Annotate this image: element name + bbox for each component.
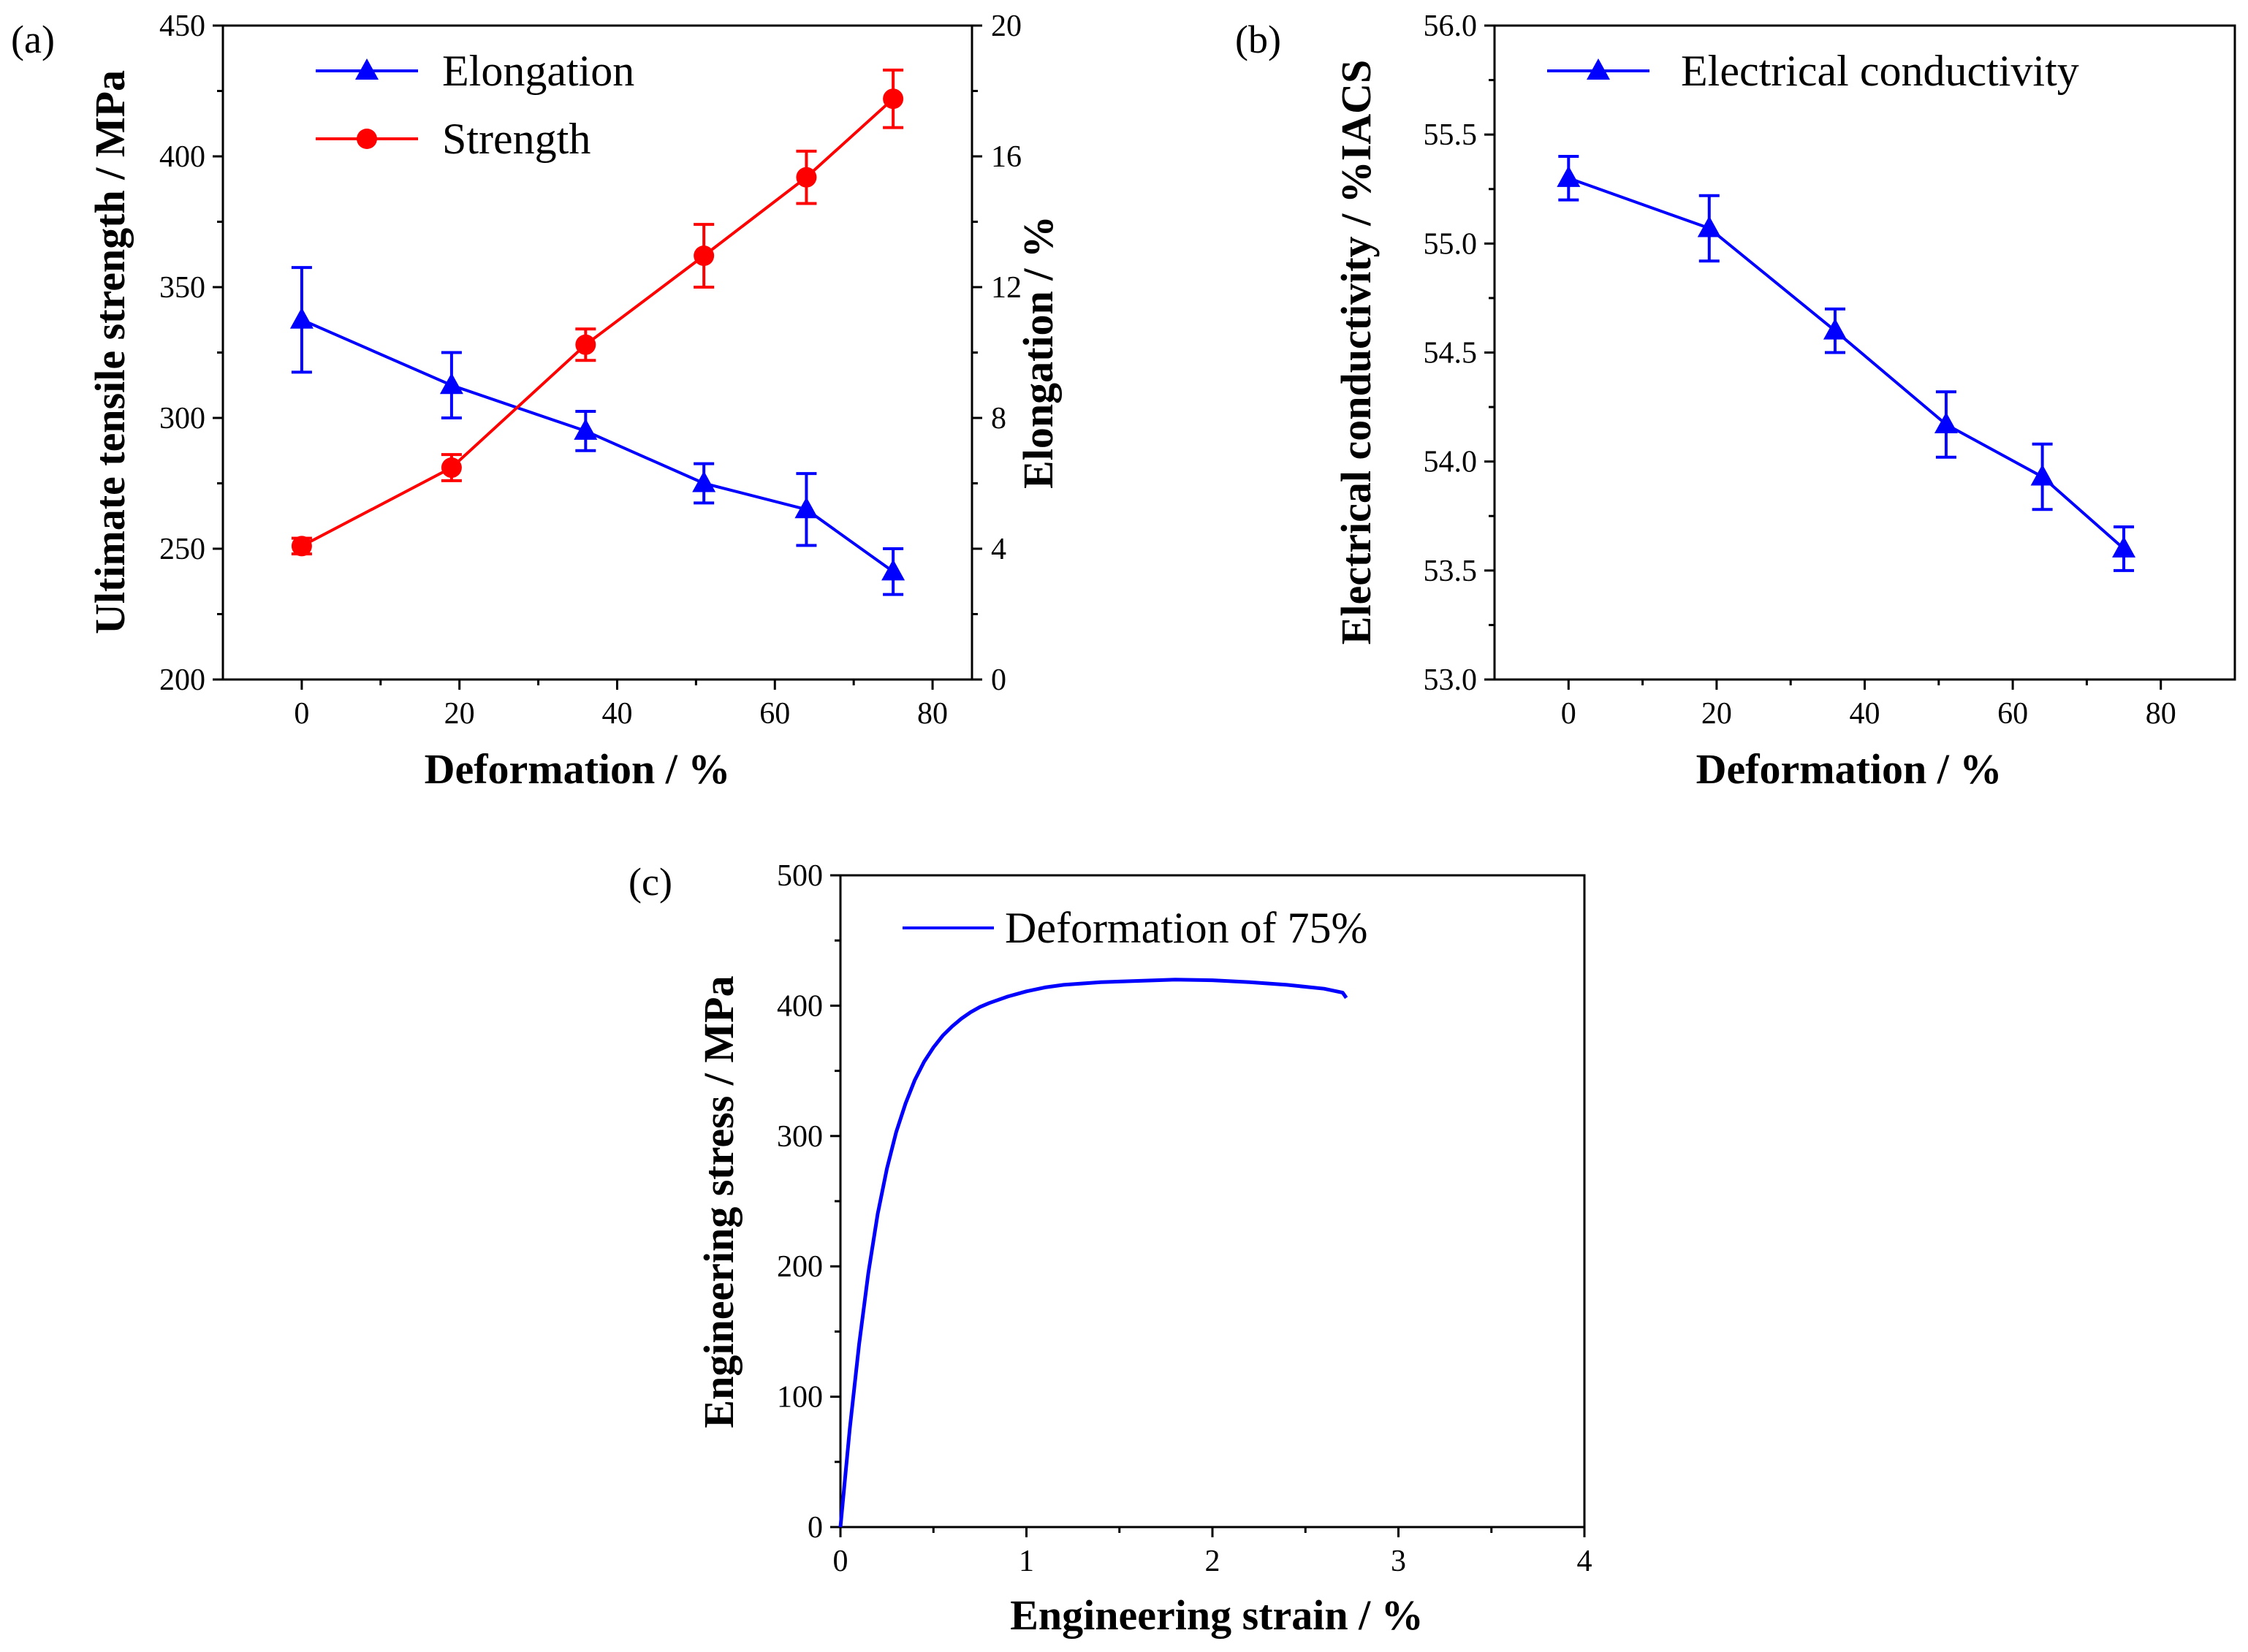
chart1-legend-marker <box>355 58 379 80</box>
chart2-xtick-label: 20 <box>1701 697 1732 731</box>
chart3-xtick-label: 3 <box>1391 1545 1406 1578</box>
chart1-y2tick-label: 8 <box>991 402 1006 435</box>
chart1-y2tick-label: 0 <box>991 663 1006 697</box>
chart2-legend-marker <box>1587 58 1610 80</box>
chart2-ytick-label: 55.5 <box>1424 118 1478 152</box>
chart3-xtick-label: 4 <box>1577 1545 1592 1578</box>
chart1-xlabel: Deformation / % <box>425 745 731 793</box>
chart3-ytick-label: 200 <box>777 1250 823 1284</box>
chart3-ylabel: Engineering stress / MPa <box>695 975 743 1428</box>
chart1-legend-marker <box>357 129 377 149</box>
chart1-series-strength-point <box>441 457 462 479</box>
chart3-ytick-label: 100 <box>777 1381 823 1415</box>
chart2-panel-label: (b) <box>1235 18 1281 61</box>
chart1-y2tick-label: 20 <box>991 9 1022 43</box>
chart2-xtick-label: 0 <box>1561 697 1576 731</box>
chart2-xtick-label: 80 <box>2146 697 2176 731</box>
chart3-xlabel: Engineering strain / % <box>1010 1591 1424 1639</box>
chart1-ytick-label: 450 <box>159 9 205 43</box>
chart2-series-electrical-conductivity-point <box>1697 216 1721 237</box>
chart3-ytick-label: 300 <box>777 1120 823 1154</box>
chart2-ylabel: Electrical conductivity / %IACS <box>1332 60 1380 645</box>
chart1-y2tick-label: 16 <box>991 140 1022 174</box>
chart2-series-electrical-conductivity-point <box>2112 536 2136 557</box>
chart1-series-elongation-point <box>574 418 598 440</box>
chart2-ytick-label: 54.5 <box>1424 337 1478 370</box>
chart1-series-strength-point <box>694 245 715 267</box>
chart1-y2tick-label: 4 <box>991 533 1006 566</box>
chart1-xtick-label: 40 <box>601 697 632 731</box>
chart1-y2label: Elongation / % <box>1014 216 1062 489</box>
chart1-series-strength-line <box>300 97 895 548</box>
chart2-ytick-label: 53.0 <box>1424 663 1478 697</box>
chart2-series-electrical-conductivity-point <box>2030 464 2054 486</box>
chart1-series-strength-point <box>575 334 596 355</box>
chart2-ytick-label: 55.0 <box>1424 227 1478 261</box>
chart3-panel-label: (c) <box>629 860 672 904</box>
chart1-ytick-label: 350 <box>159 271 205 305</box>
chart1-series-strength-point <box>796 167 817 188</box>
chart3-xtick-label: 1 <box>1019 1545 1034 1578</box>
chart2-frame <box>1493 24 2236 681</box>
chart3-xtick-label: 0 <box>833 1545 848 1578</box>
chart2-ytick-label: 53.5 <box>1424 555 1478 588</box>
chart2-series-electrical-conductivity-line <box>1568 176 2125 550</box>
chart1-series-strength-point <box>883 88 904 110</box>
chart1-xtick-label: 0 <box>294 697 309 731</box>
chart3-ytick-label: 500 <box>777 859 823 893</box>
chart1-xtick-label: 20 <box>444 697 475 731</box>
chart1-y2tick-label: 12 <box>991 271 1022 305</box>
chart3-ytick-label: 0 <box>808 1511 823 1545</box>
chart2-series-electrical-conductivity-point <box>1934 411 1958 433</box>
chart1-series-strength-point <box>291 536 312 557</box>
chart1-series-elongation-point <box>794 497 819 519</box>
chart2-xtick-label: 60 <box>1997 697 2028 731</box>
chart2-xlabel: Deformation / % <box>1696 745 2002 793</box>
chart1-xtick-label: 60 <box>759 697 790 731</box>
chart1-ylabel: Ultimate tensile strength / MPa <box>86 70 134 634</box>
chart2-ytick-label: 56.0 <box>1424 9 1478 43</box>
chart1-frame <box>221 24 973 681</box>
chart3-ytick-label: 400 <box>777 989 823 1023</box>
chart2-series-electrical-conductivity-point <box>1823 318 1847 340</box>
chart1-series-elongation-line <box>301 318 895 573</box>
chart1-legend-label: Strength <box>442 115 591 163</box>
chart3-legend-label: Deformation of 75% <box>1005 904 1368 952</box>
chart2-legend-label: Electrical conductivity <box>1681 47 2079 95</box>
chart2-ytick-label: 54.0 <box>1424 446 1478 479</box>
chart1-ytick-label: 200 <box>159 663 205 697</box>
chart1-panel-label: (a) <box>11 18 55 61</box>
chart2-series-electrical-conductivity-point <box>1557 165 1581 187</box>
chart1-series-elongation-point <box>289 307 314 329</box>
chart3-series-deformation-of-75--line <box>838 978 1348 1528</box>
chart3-xtick-label: 2 <box>1205 1545 1220 1578</box>
chart1-series-elongation-point <box>881 559 905 581</box>
chart1-ytick-label: 300 <box>159 402 205 435</box>
chart1-series-elongation-point <box>692 471 716 492</box>
chart1-ytick-label: 250 <box>159 533 205 566</box>
chart1-legend-label: Elongation <box>442 47 634 95</box>
chart2-xtick-label: 40 <box>1850 697 1880 731</box>
chart1-xtick-label: 80 <box>917 697 948 731</box>
chart1-series-elongation-point <box>439 373 463 395</box>
chart1-ytick-label: 400 <box>159 140 205 174</box>
chart3-frame <box>839 874 1586 1529</box>
